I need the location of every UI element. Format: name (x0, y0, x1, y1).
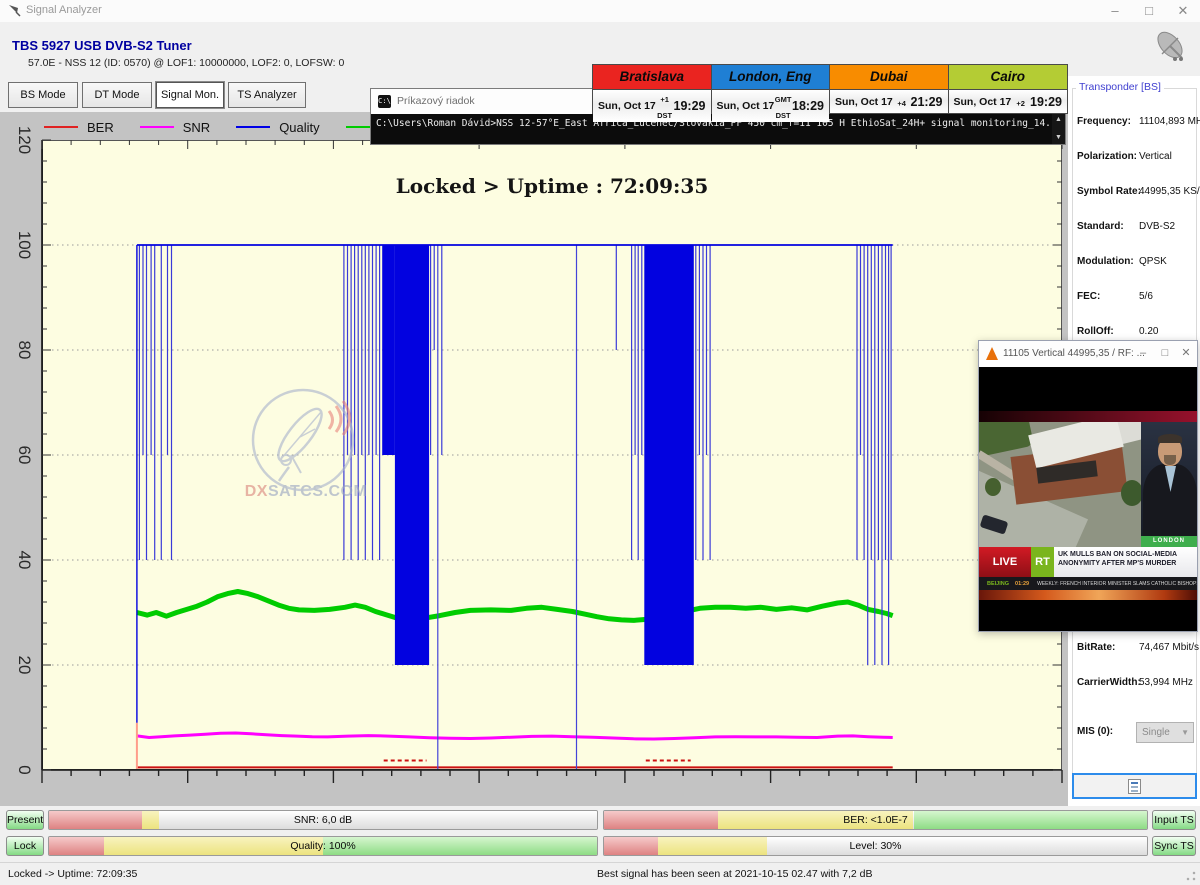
chart-canvas (41, 139, 1063, 783)
terminal-scrollbar[interactable]: ▲ ▼ (1052, 114, 1065, 144)
news-banner: LIVE RT UK MULLS BAN ON SOCIAL-MEDIA ANO… (979, 547, 1197, 577)
bitrate-label: BitRate: (1077, 642, 1116, 653)
clock-bratislava: Bratislava Sun, Oct 17 +1 DST 19:29 (593, 65, 712, 122)
news-video-frame: LONDON (979, 422, 1197, 547)
snr-color-swatch (139, 126, 174, 128)
polarization-label: Polarization: (1077, 151, 1138, 162)
ber-bar: BER: <1.0E-7 (603, 810, 1148, 830)
news-headline: UK MULLS BAN ON SOCIAL-MEDIA ANONYMITY A… (1054, 547, 1197, 577)
tuning-info: 57.0E - NSS 12 (ID: 0570) @ LOF1: 100000… (28, 57, 345, 69)
world-clocks-panel: Bratislava Sun, Oct 17 +1 DST 19:29 Londo… (592, 64, 1068, 122)
rt-logo: RT (1031, 547, 1054, 577)
watermark-text: DXSATCS.COM (244, 483, 368, 500)
maximize-button[interactable]: □ (1145, 3, 1153, 18)
close-button[interactable]: ✕ (1177, 3, 1189, 18)
cmd-icon: C:\ (378, 95, 391, 108)
scroll-up-icon[interactable]: ▲ (1055, 116, 1062, 123)
clock-cairo: Cairo Sun, Oct 17 +2 19:29 (948, 65, 1067, 113)
terminal-command-line: C:\Users\Roman Dávid>NSS 12-57°E_East Af… (376, 118, 1049, 129)
video-window-title: 11105 Vertical 44995,35 / RF: ... (1003, 348, 1145, 359)
clock-dubai: Dubai Sun, Oct 17 +4 21:29 (830, 65, 949, 113)
modulation-value: QPSK (1139, 256, 1167, 267)
mis-label: MIS (0): (1077, 726, 1114, 737)
vlc-cone-icon (986, 347, 998, 360)
plot-area: Locked > Uptime : 72:09:35 DXSATCS.COM (41, 139, 1063, 783)
status-uptime: Locked -> Uptime: 72:09:35 (8, 868, 138, 880)
clock-london: London, Eng Sun, Oct 17 GMT DST 18:29 (711, 65, 830, 122)
bs-mode-button[interactable]: BS Mode (8, 82, 78, 108)
satellite-dish-icon (1148, 28, 1192, 75)
window-title: Signal Analyzer (26, 4, 102, 16)
video-close-button[interactable]: ✕ (1181, 347, 1191, 359)
list-icon (1128, 778, 1141, 794)
interviewee-scene: LONDON (1141, 422, 1197, 547)
app-icon (7, 3, 22, 23)
fec-label: FEC: (1077, 291, 1101, 302)
frequency-value: 11104,893 MHz (1139, 116, 1200, 127)
rolloff-value: 0.20 (1139, 326, 1159, 337)
device-title: TBS 5927 USB DVB-S2 Tuner (12, 38, 192, 53)
symbolrate-label: Symbol Rate: (1077, 186, 1141, 197)
window-titlebar[interactable]: Signal Analyzer – □ ✕ (0, 0, 1200, 22)
ytick-40: 40 (15, 550, 34, 570)
ytick-0: 0 (15, 765, 34, 775)
signal-chart: BER SNR Quality Level 0 20 40 60 80 100 … (0, 112, 1068, 806)
minimize-button[interactable]: – (1111, 3, 1119, 18)
standard-label: Standard: (1077, 221, 1124, 232)
news-ticker: BEIJING 01:29 WEEKLY: FRENCH INTERIOR MI… (979, 577, 1197, 590)
ticker-gradient-bar (979, 590, 1197, 600)
dxsatcs-watermark: DXSATCS.COM (245, 385, 367, 505)
ts-analyzer-button[interactable]: TS Analyzer (OK) (228, 82, 306, 125)
aerial-scene (979, 422, 1141, 547)
input-ts-indicator[interactable]: Input TS (1152, 810, 1196, 830)
terminal-title: Príkazový riadok (397, 95, 475, 107)
symbolrate-value: 44995,35 KS/s (1139, 186, 1200, 197)
mis-select[interactable]: Single ▼ (1136, 722, 1194, 743)
chart-title: Locked > Uptime : 72:09:35 (395, 174, 709, 198)
resize-grip[interactable] (1185, 870, 1197, 882)
lock-indicator[interactable]: Lock (6, 836, 44, 856)
transponder-list-button[interactable] (1072, 773, 1197, 799)
polarization-value: Vertical (1139, 151, 1172, 162)
ytick-20: 20 (15, 655, 34, 675)
video-titlebar[interactable]: 11105 Vertical 44995,35 / RF: ... – □ ✕ (979, 341, 1197, 367)
status-best-signal: Best signal has been seen at 2021-10-15 … (597, 868, 873, 880)
ytick-120: 120 (15, 125, 34, 155)
level-bar: Level: 30% (603, 836, 1148, 856)
level-color-swatch (345, 126, 380, 128)
modulation-label: Modulation: (1077, 256, 1134, 267)
video-maximize-button[interactable]: □ (1161, 347, 1169, 359)
status-bar: Locked -> Uptime: 72:09:35 Best signal h… (0, 862, 1200, 885)
live-badge: LIVE (979, 547, 1031, 577)
video-content: LONDON LIVE RT UK MULLS BAN ON SOCIAL-ME… (979, 367, 1197, 631)
transponder-title: Transponder [BS] (1076, 81, 1164, 93)
scroll-down-icon[interactable]: ▼ (1055, 134, 1062, 141)
legend-item-snr: SNR (139, 120, 210, 135)
present-indicator[interactable]: Present (6, 810, 44, 830)
legend-item-quality: Quality (236, 120, 320, 135)
carrierwidth-label: CarrierWidth: (1077, 677, 1141, 688)
quality-bar: Quality: 100% (48, 836, 598, 856)
quality-color-swatch (236, 126, 271, 128)
standard-value: DVB-S2 (1139, 221, 1176, 232)
location-tag: LONDON (1141, 536, 1197, 547)
signal-mon-button[interactable]: Signal Mon. (156, 82, 224, 108)
video-minimize-button[interactable]: – (1139, 347, 1147, 359)
video-red-gradient-bar (979, 411, 1197, 422)
carrierwidth-value: 53,994 MHz (1139, 677, 1193, 688)
ytick-100: 100 (15, 230, 34, 260)
frequency-label: Frequency: (1077, 116, 1131, 127)
chevron-down-icon: ▼ (1181, 728, 1189, 737)
ytick-80: 80 (15, 340, 34, 360)
ytick-60: 60 (15, 445, 34, 465)
video-preview-window[interactable]: 11105 Vertical 44995,35 / RF: ... – □ ✕ … (978, 340, 1198, 632)
rolloff-label: RollOff: (1077, 326, 1114, 337)
sync-ts-indicator[interactable]: Sync TS (1152, 836, 1196, 856)
bitrate-value: 74,467 Mbit/s (1139, 642, 1200, 653)
legend-item-ber: BER (44, 120, 114, 135)
fec-value: 5/6 (1139, 291, 1153, 302)
dt-mode-button[interactable]: DT Mode (82, 82, 152, 108)
snr-bar: SNR: 6,0 dB (48, 810, 598, 830)
ber-color-swatch (44, 126, 78, 128)
